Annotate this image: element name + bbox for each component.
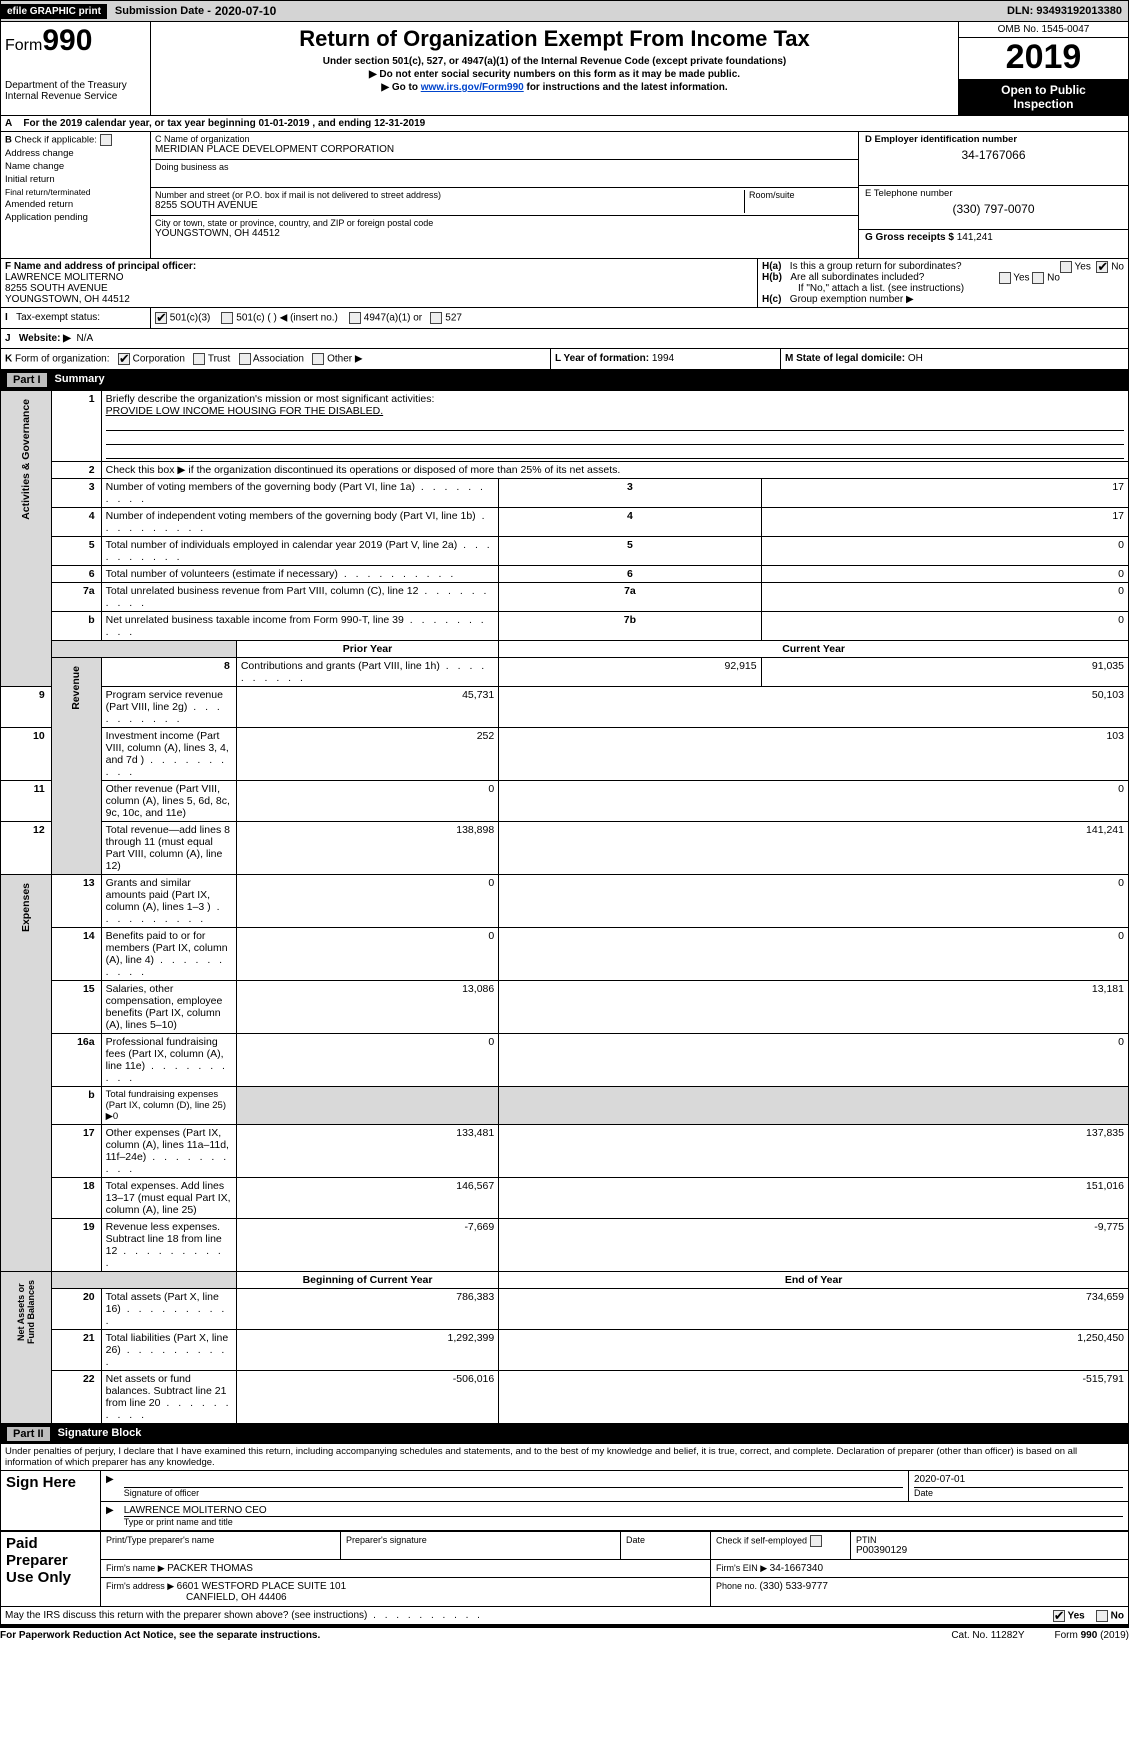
- row-i: I Tax-exempt status: 501(c)(3) 501(c) ( …: [0, 308, 1129, 329]
- side-netassets: Net Assets or Fund Balances: [16, 1274, 36, 1350]
- subtitle-1: Under section 501(c), 527, or 4947(a)(1)…: [159, 56, 950, 67]
- corp-check[interactable]: [118, 353, 130, 365]
- header-left: Form990 Department of the Treasury Inter…: [1, 22, 151, 115]
- side-expenses: Expenses: [20, 877, 32, 938]
- main-title: Return of Organization Exempt From Incom…: [159, 26, 950, 52]
- dln: DLN: 93493192013380: [1007, 5, 1122, 17]
- 501c3-check[interactable]: [155, 312, 167, 324]
- subtitle-2: ▶ Do not enter social security numbers o…: [159, 69, 950, 80]
- row-j: J Website: ▶ N/A: [0, 329, 1129, 349]
- efile-badge: efile GRAPHIC print: [1, 4, 107, 19]
- ein: 34-1767066: [865, 148, 1122, 162]
- submission-date-label: Submission Date -: [115, 5, 211, 17]
- open-inspection: Open to Public Inspection: [959, 79, 1128, 115]
- side-governance: Activities & Governance: [20, 393, 32, 526]
- header-right: OMB No. 1545-0047 2019 Open to Public In…: [958, 22, 1128, 115]
- footer-left: For Paperwork Reduction Act Notice, see …: [0, 1630, 320, 1641]
- form-header: Form990 Department of the Treasury Inter…: [0, 22, 1129, 115]
- firm-addr: 6601 WESTFORD PLACE SUITE 101: [177, 1581, 347, 1592]
- summary-table: Activities & Governance 1 Briefly descri…: [0, 390, 1129, 1424]
- sign-here-label: Sign Here: [1, 1471, 101, 1531]
- sign-here-table: Sign Here ▶ Signature of officer 2020-07…: [0, 1470, 1129, 1531]
- street: 8255 SOUTH AVENUE: [155, 200, 744, 211]
- box-c: C Name of organization MERIDIAN PLACE DE…: [151, 132, 858, 258]
- officer-sign-name: LAWRENCE MOLITERNO CEO: [124, 1505, 1123, 1517]
- side-revenue: Revenue: [70, 660, 82, 716]
- state-domicile: OH: [908, 353, 923, 364]
- phone: (330) 797-0070: [865, 202, 1122, 216]
- footer-cat: Cat. No. 11282Y: [951, 1630, 1024, 1641]
- header-center: Return of Organization Exempt From Incom…: [151, 22, 958, 115]
- box-de: D Employer identification number 34-1767…: [858, 132, 1128, 258]
- row-klm: K Form of organization: Corporation Trus…: [0, 349, 1129, 370]
- city: YOUNGSTOWN, OH 44512: [155, 228, 854, 239]
- hb-no[interactable]: [1032, 272, 1044, 284]
- ptin: P00390129: [856, 1545, 1123, 1556]
- omb-number: OMB No. 1545-0047: [959, 22, 1128, 38]
- form-instructions-link[interactable]: www.irs.gov/Form990: [421, 82, 524, 93]
- website: N/A: [76, 333, 93, 344]
- part1-header: Part I Summary: [0, 370, 1129, 390]
- ha-yes[interactable]: [1060, 261, 1072, 273]
- self-employed-check[interactable]: [810, 1535, 822, 1547]
- form-number: 990: [42, 24, 92, 57]
- submission-date: 2020-07-10: [215, 4, 276, 18]
- footer: For Paperwork Reduction Act Notice, see …: [0, 1627, 1129, 1641]
- department: Department of the Treasury Internal Reve…: [5, 80, 146, 102]
- footer-form: Form 990 (2019): [1055, 1630, 1129, 1641]
- top-bar: efile GRAPHIC print Submission Date - 20…: [0, 0, 1129, 22]
- row-period: A For the 2019 calendar year, or tax yea…: [0, 115, 1129, 132]
- tax-year: 2019: [959, 38, 1128, 79]
- box-b: B Check if applicable: Address change Na…: [1, 132, 151, 258]
- subtitle-3: ▶ Go to www.irs.gov/Form990 for instruct…: [159, 82, 950, 93]
- sign-date: 2020-07-01: [914, 1474, 1123, 1488]
- org-name: MERIDIAN PLACE DEVELOPMENT CORPORATION: [155, 144, 854, 155]
- officer-name: LAWRENCE MOLITERNO: [5, 272, 124, 283]
- mission: PROVIDE LOW INCOME HOUSING FOR THE DISAB…: [106, 405, 384, 417]
- ha-no[interactable]: [1096, 261, 1108, 273]
- hb-yes[interactable]: [999, 272, 1011, 284]
- paid-preparer-label: Paid Preparer Use Only: [1, 1532, 101, 1607]
- firm-ein: 34-1667340: [770, 1563, 823, 1574]
- check-address[interactable]: [100, 134, 112, 146]
- may-discuss-row: May the IRS discuss this return with the…: [0, 1607, 1129, 1625]
- paid-preparer-table: Paid Preparer Use Only Print/Type prepar…: [0, 1531, 1129, 1607]
- info-grid: B Check if applicable: Address change Na…: [0, 132, 1129, 259]
- part2-header: Part II Signature Block: [0, 1424, 1129, 1444]
- row-f-h: F Name and address of principal officer:…: [0, 259, 1129, 308]
- firm-phone: (330) 533-9777: [760, 1581, 828, 1592]
- may-no[interactable]: [1096, 1610, 1108, 1622]
- year-formation: 1994: [652, 353, 674, 364]
- perjury-text: Under penalties of perjury, I declare th…: [0, 1444, 1129, 1470]
- may-yes[interactable]: [1053, 1610, 1065, 1622]
- gross-receipts: 141,241: [957, 232, 993, 243]
- form-prefix: Form: [5, 37, 42, 54]
- firm-name: PACKER THOMAS: [167, 1563, 253, 1574]
